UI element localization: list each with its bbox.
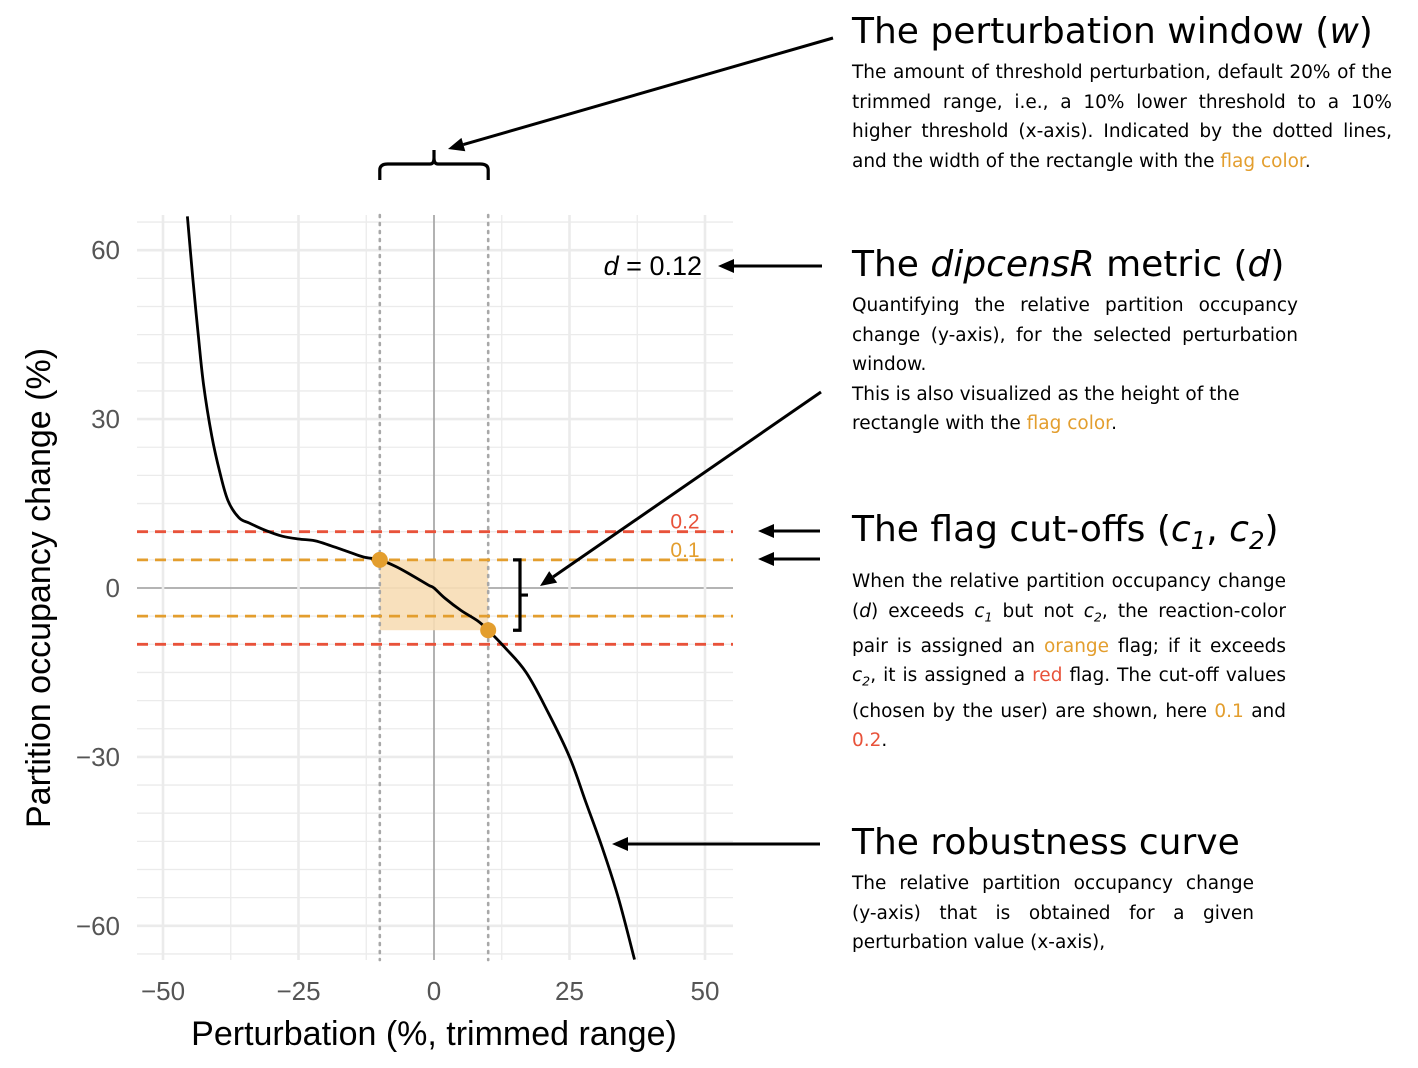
- x-tick-label: 50: [691, 976, 720, 1006]
- annotation-metric-body: Quantifying the relative partition occup…: [852, 291, 1298, 439]
- y-axis-label: Partition occupancy change (%): [20, 348, 58, 828]
- x-tick-label: −25: [276, 976, 320, 1006]
- x-tick-label: 0: [427, 976, 441, 1006]
- robustness-curve-layer: [185, 216, 636, 960]
- x-tick-label: 25: [555, 976, 584, 1006]
- metric-value-label: d = 0.12: [604, 251, 702, 281]
- arrow-cutoff-orange-head: [758, 552, 774, 566]
- annotation-cutoffs-title: The flag cut-offs (c1, c2): [852, 509, 1279, 556]
- annotation-metric: The dipcensR metric (d) Quantifying the …: [852, 243, 1298, 439]
- window-endpoint-marker: [480, 622, 497, 639]
- annotation-window: The perturbation window (w) The amount o…: [852, 10, 1392, 176]
- annotation-cutoffs: The flag cut-offs (c1, c2) When the rela…: [852, 508, 1286, 756]
- annotation-curve-body: The relative partition occupancy change …: [852, 873, 1254, 953]
- metric-brace: [513, 558, 528, 632]
- cutoff-lines: 0.20.1: [137, 511, 733, 646]
- annotation-metric-body-1: Quantifying the relative partition occup…: [852, 295, 1298, 375]
- metric-value-text: = 0.12: [619, 251, 702, 281]
- window-endpoint-marker: [371, 551, 388, 568]
- arrow-curve-head: [612, 837, 628, 851]
- arrow-rectangle-shaft: [552, 390, 822, 579]
- arrow-metric-head: [718, 259, 734, 273]
- arrow-window-shaft: [462, 36, 834, 147]
- metric-symbol: d: [604, 251, 620, 281]
- arrow-rectangle-head: [540, 571, 558, 586]
- x-axis-label: Perturbation (%, trimmed range): [191, 1015, 677, 1053]
- cutoff-label-red: 0.2: [670, 511, 699, 534]
- annotation-cutoffs-body: When the relative partition occupancy ch…: [852, 571, 1287, 752]
- annotation-window-body: The amount of threshold perturbation, de…: [852, 62, 1392, 172]
- annotation-metric-title: The dipcensR metric (d): [852, 244, 1285, 285]
- annotation-curve: The robustness curve The relative partit…: [852, 821, 1254, 958]
- annotation-metric-body-2: This is also visualized as the height of…: [852, 383, 1240, 435]
- flag-rectangle-layer: [378, 213, 490, 962]
- flag-color-rectangle: [379, 559, 489, 631]
- annotation-arrows: [378, 36, 834, 851]
- cutoff-label-orange: 0.1: [670, 539, 699, 562]
- arrow-window-head: [448, 137, 466, 152]
- window-brace: [378, 150, 490, 180]
- annotation-window-title: The perturbation window (w): [852, 11, 1373, 52]
- y-tick-label: 0: [106, 573, 120, 603]
- y-tick-label: −30: [76, 742, 120, 772]
- x-tick-label: −50: [141, 976, 185, 1006]
- y-tick-label: 60: [91, 235, 120, 265]
- arrow-cutoff-red-head: [758, 524, 774, 538]
- axes: Perturbation (%, trimmed range) Partitio…: [20, 235, 719, 1053]
- y-tick-label: 30: [91, 404, 120, 434]
- y-tick-label: −60: [76, 911, 120, 941]
- annotation-curve-title: The robustness curve: [852, 822, 1240, 863]
